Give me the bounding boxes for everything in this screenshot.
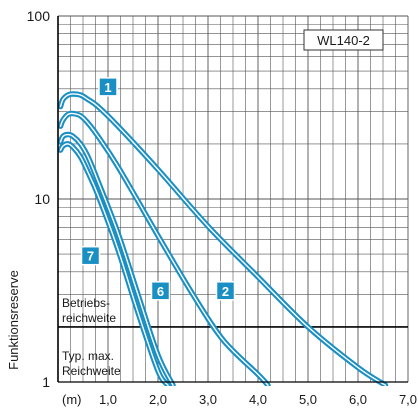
series-tags: 1 2 6 7 (80, 77, 236, 301)
x-unit-label: (m) (62, 392, 82, 407)
series-7 (58, 141, 171, 386)
annotation-typ-max: Typ. max. (62, 349, 114, 363)
series-6 (58, 131, 176, 386)
series-line-core-2 (59, 112, 269, 386)
y-tick-label: 10 (34, 191, 50, 207)
x-tick-label: 5,0 (299, 392, 317, 407)
series-tag-label-6: 6 (157, 284, 164, 299)
series-tag-box-6 (150, 281, 171, 301)
annotation-reichweite: reichweite (62, 311, 116, 325)
chart-title: WL140-2 (317, 33, 370, 48)
x-tick-label: 1,0 (99, 392, 117, 407)
chart-title-box (303, 29, 384, 51)
series-tag-box-7 (80, 245, 101, 266)
series-line-core-1 (59, 93, 387, 386)
series-2 (58, 110, 271, 386)
x-tick-label: 6,0 (349, 392, 367, 407)
grid (57, 15, 409, 383)
x-tick-label: 2,0 (149, 392, 167, 407)
annotation-betriebs: Betriebs- (62, 296, 110, 310)
series-1 (58, 91, 389, 386)
x-tick-label: 4,0 (249, 392, 267, 407)
series-tag-box-1 (98, 77, 118, 97)
annotation-typ-reichweite: Reichweite (62, 364, 121, 378)
axes: 1 10 100 (m) 1,0 2,0 3,0 4,0 5,0 6,0 7,0 (27, 8, 417, 407)
series-tag-label-2: 2 (222, 284, 229, 299)
series-tag-label-1: 1 (104, 80, 111, 95)
series-line-6 (58, 131, 176, 386)
x-tick-label: 7,0 (399, 392, 417, 407)
series-tag-box-2 (215, 281, 236, 301)
series-line-core-6 (59, 133, 174, 386)
series-line-core-7 (59, 143, 169, 386)
series-tag-label-7: 7 (87, 249, 94, 264)
y-tick-label: 1 (42, 374, 50, 390)
y-tick-label: 100 (27, 8, 51, 24)
series-group (58, 91, 389, 386)
x-tick-label: 3,0 (199, 392, 217, 407)
y-axis-label: Funktionsreserve (6, 270, 21, 370)
